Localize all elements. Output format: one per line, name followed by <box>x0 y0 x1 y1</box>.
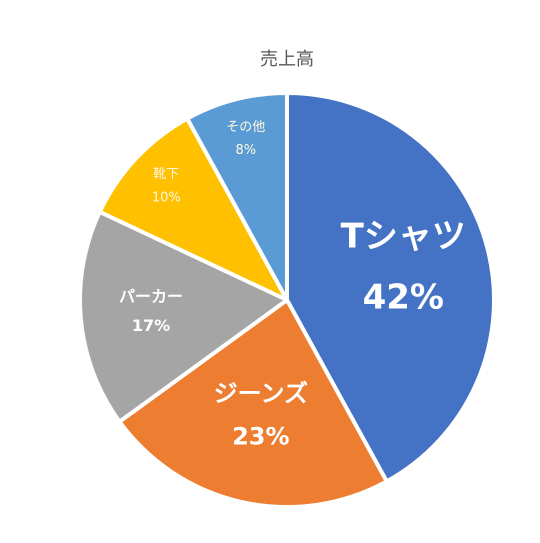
pie-slice <box>285 91 496 484</box>
slice-value-label: 10% <box>152 190 181 205</box>
slice-value-label: 8% <box>236 143 257 158</box>
slice-label: パーカー <box>119 287 183 306</box>
slice-value-label: 17% <box>132 316 170 335</box>
slice-value-label: 23% <box>232 423 289 451</box>
pie-slice <box>185 91 289 302</box>
slice-label: その他 <box>226 120 265 135</box>
chart-title: 売上高 <box>260 49 314 70</box>
pie-slice <box>78 209 289 424</box>
slice-label: 靴下 <box>153 167 179 182</box>
slice-value-label: 42% <box>363 278 444 318</box>
slice-label: Tシャツ <box>341 216 466 256</box>
slice-label: ジーンズ <box>214 379 308 407</box>
pie-slice <box>97 116 289 302</box>
pie-slice <box>117 298 389 509</box>
